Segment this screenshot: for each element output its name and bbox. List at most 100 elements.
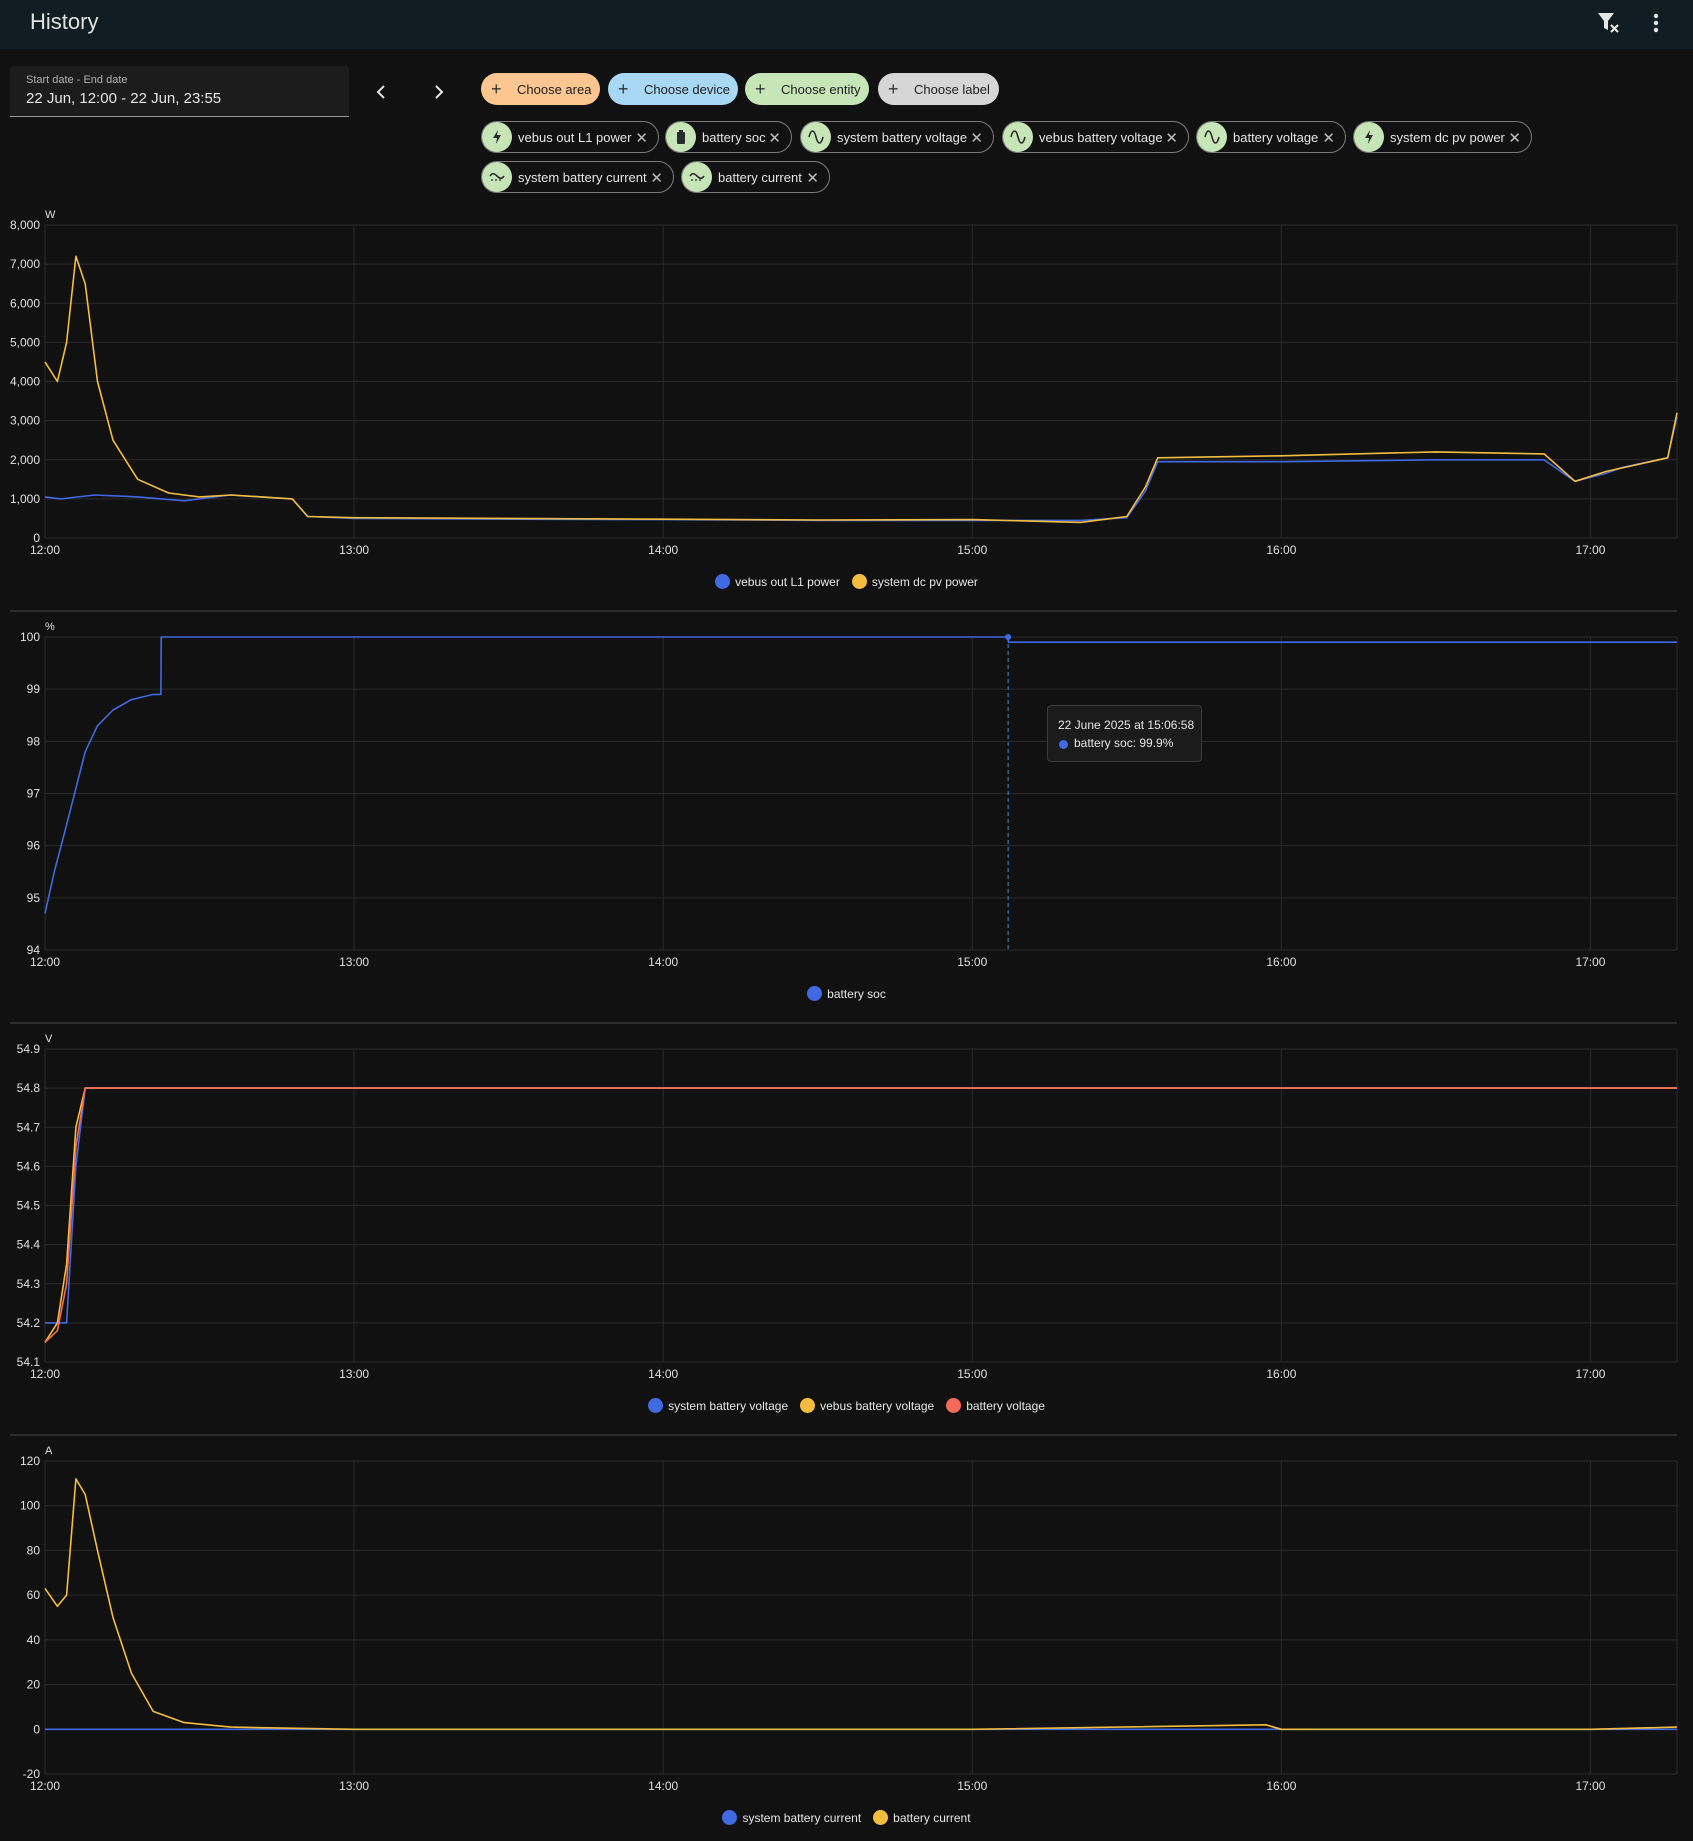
series-line-battery-current[interactable] <box>44 1478 1678 1731</box>
x-tick-label: 12:00 <box>30 543 60 555</box>
legend-item-system-battery-current[interactable]: system battery current <box>722 1810 861 1825</box>
current-chart: 120 100 80 60 40 20 0 -20 12:00 13:00 14:00 15:00 16… <box>0 1441 1693 1841</box>
app-toolbar: History <box>0 0 1693 49</box>
choose-area-button[interactable]: + Choose area <box>481 73 600 105</box>
clear-filter-icon[interactable] <box>1594 8 1624 38</box>
y-tick-label: 2,000 <box>10 453 40 467</box>
legend-item-system-dc-pv-power[interactable]: system dc pv power <box>851 574 978 589</box>
legend-label: system dc pv power <box>871 574 978 589</box>
y-tick-label: 98 <box>27 734 41 748</box>
x-tick-label: 13:00 <box>339 1367 369 1379</box>
y-tick-label: 80 <box>27 1543 41 1557</box>
date-range-label: Start date - End date <box>26 74 128 86</box>
series-line-system-dc-pv-power[interactable] <box>44 255 1678 524</box>
y-tick-label: 3,000 <box>10 414 40 428</box>
chart-divider <box>10 1022 1677 1024</box>
y-tick-label: 4,000 <box>10 375 40 389</box>
entity-chip-system-battery-current[interactable]: system battery current ✕ <box>481 161 674 193</box>
legend-item-system-battery-voltage[interactable]: system battery voltage <box>648 1398 788 1413</box>
legend-label: vebus out L1 power <box>735 574 840 589</box>
unit-label: W <box>45 209 56 221</box>
choose-device-label: Choose device <box>644 81 730 97</box>
x-tick-label: 15:00 <box>957 543 987 555</box>
x-tick-label: 16:00 <box>1266 543 1296 555</box>
y-tick-label: 54.2 <box>17 1316 41 1330</box>
choose-entity-label: Choose entity <box>781 81 861 97</box>
y-tick-label: 40 <box>27 1633 41 1647</box>
more-options-icon[interactable] <box>1641 8 1671 38</box>
current-icon <box>682 162 712 192</box>
x-tick-label: 13:00 <box>339 955 369 967</box>
entity-chip-vebus-battery-voltage[interactable]: vebus battery voltage ✕ <box>1002 121 1189 153</box>
previous-period-button[interactable] <box>368 78 396 106</box>
flash-icon <box>1354 122 1384 152</box>
entity-chip-vebus-out-l1-power[interactable]: vebus out L1 power ✕ <box>481 121 659 153</box>
entity-chip-label: vebus out L1 power <box>518 129 632 145</box>
x-tick-label: 14:00 <box>648 1367 678 1379</box>
remove-entity-icon[interactable]: ✕ <box>806 170 819 187</box>
choose-entity-button[interactable]: + Choose entity <box>745 73 869 105</box>
x-tick-label: 17:00 <box>1575 955 1605 967</box>
remove-entity-icon[interactable]: ✕ <box>635 130 648 147</box>
power-chart: 8,000 7,000 6,000 5,000 4,000 3,000 2,000 1,000… <box>0 205 1693 605</box>
y-tick-label: 0 <box>33 531 40 545</box>
date-range-picker[interactable]: Start date - End date 22 Jun, 12:00 - 22… <box>10 66 349 117</box>
y-tick-label: 5,000 <box>10 335 40 349</box>
y-tick-label: 54.9 <box>17 1042 41 1056</box>
y-tick-label: 120 <box>20 1454 40 1468</box>
legend-item-battery-current[interactable]: battery current <box>873 1810 971 1825</box>
remove-entity-icon[interactable]: ✕ <box>1322 130 1335 147</box>
entity-chip-label: system battery current <box>518 169 647 185</box>
x-tick-label: 17:00 <box>1575 543 1605 555</box>
legend-dot-icon <box>946 1398 962 1413</box>
entity-chip-battery-soc[interactable]: battery soc ✕ <box>665 121 792 153</box>
choose-area-label: Choose area <box>517 81 592 97</box>
legend-item-vebus-battery-voltage[interactable]: vebus battery voltage <box>800 1398 934 1413</box>
x-tick-label: 15:00 <box>957 955 987 967</box>
legend-dot-icon <box>715 574 731 589</box>
legend-dot-icon <box>648 1398 664 1413</box>
entity-chip-system-battery-voltage[interactable]: system battery voltage ✕ <box>800 121 994 153</box>
entity-chip-system-dc-pv-power[interactable]: system dc pv power ✕ <box>1353 121 1532 153</box>
legend-label: battery soc <box>827 986 886 1001</box>
battery-soc-chart-legend: battery soc <box>0 986 1693 1001</box>
x-tick-label: 16:00 <box>1266 1779 1296 1791</box>
power-chart-svg: 8,000 7,000 6,000 5,000 4,000 3,000 2,000 1,000… <box>10 209 1678 555</box>
series-line-vebus-out-l1-power[interactable] <box>44 416 1678 522</box>
x-tick-label: 14:00 <box>648 955 678 967</box>
entity-chip-battery-current[interactable]: battery current ✕ <box>681 161 830 193</box>
remove-entity-icon[interactable]: ✕ <box>768 130 781 147</box>
legend-item-vebus-out-l1-power[interactable]: vebus out L1 power <box>715 574 840 589</box>
remove-entity-icon[interactable]: ✕ <box>970 130 983 147</box>
remove-entity-icon[interactable]: ✕ <box>650 170 663 187</box>
tooltip-series-dot <box>1059 740 1068 749</box>
y-tick-label: 95 <box>27 891 41 905</box>
flash-icon <box>482 122 512 152</box>
y-tick-label: 54.1 <box>17 1355 41 1369</box>
y-tick-label: 1,000 <box>10 492 40 506</box>
x-tick-label: 13:00 <box>339 1779 369 1791</box>
next-period-button[interactable] <box>424 78 452 106</box>
choose-label-button[interactable]: + Choose label <box>878 73 999 105</box>
series-line-battery-soc[interactable] <box>44 636 1677 914</box>
entity-chip-label: system battery voltage <box>837 129 968 145</box>
series-line-battery-voltage[interactable] <box>44 1087 1677 1343</box>
sine-wave-icon <box>801 122 831 152</box>
entity-chip-battery-voltage[interactable]: battery voltage ✕ <box>1196 121 1346 153</box>
tooltip-title: 22 June 2025 at 15:06:58 <box>1058 718 1195 732</box>
legend-label: battery current <box>893 1810 971 1825</box>
sine-wave-icon <box>1003 122 1033 152</box>
choose-label-label: Choose label <box>914 81 990 97</box>
y-tick-label: 96 <box>27 839 41 853</box>
remove-entity-icon[interactable]: ✕ <box>1508 130 1521 147</box>
legend-label: system battery voltage <box>668 1398 789 1413</box>
legend-item-battery-voltage[interactable]: battery voltage <box>946 1398 1045 1413</box>
legend-item-battery-soc[interactable]: battery soc <box>807 986 886 1001</box>
series-line-vebus-battery-voltage[interactable] <box>44 1087 1677 1343</box>
y-tick-label: 54.5 <box>17 1199 41 1213</box>
choose-device-button[interactable]: + Choose device <box>608 73 738 105</box>
legend-dot-icon <box>800 1398 816 1413</box>
remove-entity-icon[interactable]: ✕ <box>1165 130 1178 147</box>
voltage-chart-legend: system battery voltage vebus battery vol… <box>0 1398 1693 1413</box>
x-tick-label: 12:00 <box>30 955 60 967</box>
